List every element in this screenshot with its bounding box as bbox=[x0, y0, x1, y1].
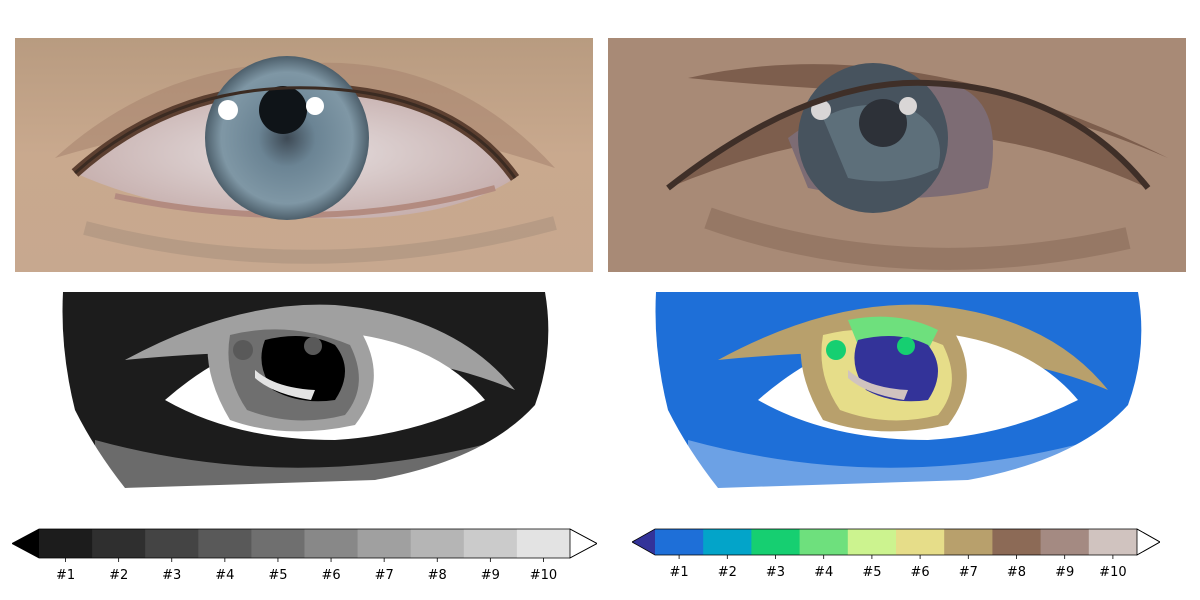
eye-quantized-image bbox=[608, 38, 1186, 272]
highlight-left-contour bbox=[233, 340, 253, 360]
colorbar-segment bbox=[410, 529, 465, 558]
highlight-right bbox=[306, 97, 324, 115]
colorbar-tick-label: #8 bbox=[1007, 565, 1026, 580]
colorbar-tick-label: #8 bbox=[428, 568, 447, 583]
colorbar-segment bbox=[799, 529, 849, 555]
terrain-contour-plot bbox=[608, 290, 1186, 488]
colorbar-segment bbox=[944, 529, 993, 555]
gray-colorbar: #1 #2 #3 #4 #5 #6 #7 #8 #9 #10 bbox=[12, 526, 597, 586]
contour-level-10 bbox=[255, 370, 315, 400]
highlight-right-contour bbox=[304, 337, 322, 355]
colorbar-segment bbox=[357, 529, 412, 558]
colorbar-segment bbox=[751, 529, 801, 555]
highlight-left bbox=[218, 100, 238, 120]
gray-contour-plot bbox=[15, 290, 593, 488]
colorbar-tick-label: #4 bbox=[814, 565, 833, 580]
colorbar-outline bbox=[12, 528, 597, 559]
colorbar-segment bbox=[251, 529, 305, 558]
colorbar-segment bbox=[198, 529, 252, 558]
colorbar-segment bbox=[304, 529, 359, 558]
contour-level-10 bbox=[848, 370, 908, 400]
colorbar-tick-label: #5 bbox=[268, 568, 287, 583]
colorbar-segment bbox=[896, 529, 945, 555]
colorbar-tick-label: #2 bbox=[109, 568, 128, 583]
colorbar-outline bbox=[632, 528, 1160, 556]
colorbar-segment bbox=[516, 529, 571, 558]
colorbar-under-arrow bbox=[12, 529, 39, 558]
colorbar-segment bbox=[145, 529, 199, 558]
highlight-right bbox=[899, 97, 917, 115]
colorbar-segment bbox=[1040, 529, 1090, 555]
highlight-left bbox=[811, 100, 831, 120]
colorbar-segment bbox=[463, 529, 518, 558]
colorbar-tick-label: #10 bbox=[1099, 565, 1126, 580]
colorbar-under-arrow bbox=[632, 529, 655, 555]
colorbar-tick-label: #3 bbox=[766, 565, 785, 580]
highlight-left-contour bbox=[826, 340, 846, 360]
colorbar-tick-label: #2 bbox=[718, 565, 737, 580]
colorbar-tick-label: #6 bbox=[321, 568, 340, 583]
colorbar-tick-label: #1 bbox=[670, 565, 689, 580]
colorbar-over-arrow bbox=[1136, 528, 1160, 556]
colorbar-tick-label: #9 bbox=[1055, 565, 1074, 580]
colorbar-tick-label: #1 bbox=[56, 568, 75, 583]
colorbar-over-arrow bbox=[569, 528, 597, 559]
brow-shadow bbox=[688, 64, 1168, 158]
colorbar-tick-label: #5 bbox=[862, 565, 881, 580]
pupil bbox=[259, 86, 307, 134]
highlight-right-contour bbox=[897, 337, 915, 355]
colorbar-segment bbox=[847, 529, 897, 555]
iris bbox=[205, 56, 369, 220]
colorbar-tick-label: #10 bbox=[530, 568, 557, 583]
colorbar-tick-label: #7 bbox=[375, 568, 394, 583]
colorbar-segment bbox=[655, 529, 704, 555]
upper-eyelid-line bbox=[666, 79, 1151, 191]
colorbar-segment bbox=[703, 529, 752, 555]
colorbar-tick-label: #3 bbox=[162, 568, 181, 583]
colorbar-segment bbox=[1088, 529, 1138, 555]
pupil bbox=[859, 99, 907, 147]
terrain-colorbar: #1 #2 #3 #4 #5 #6 #7 #8 #9 #10 bbox=[632, 526, 1160, 586]
colorbar-segment bbox=[92, 529, 146, 558]
colorbar-segment bbox=[39, 529, 93, 558]
colorbar-tick-label: #9 bbox=[481, 568, 500, 583]
colorbar-tick-label: #7 bbox=[959, 565, 978, 580]
eye-photo-image bbox=[15, 38, 593, 272]
colorbar-tick-label: #4 bbox=[215, 568, 234, 583]
colorbar-segment bbox=[992, 529, 1042, 555]
colorbar-tick-label: #6 bbox=[911, 565, 930, 580]
